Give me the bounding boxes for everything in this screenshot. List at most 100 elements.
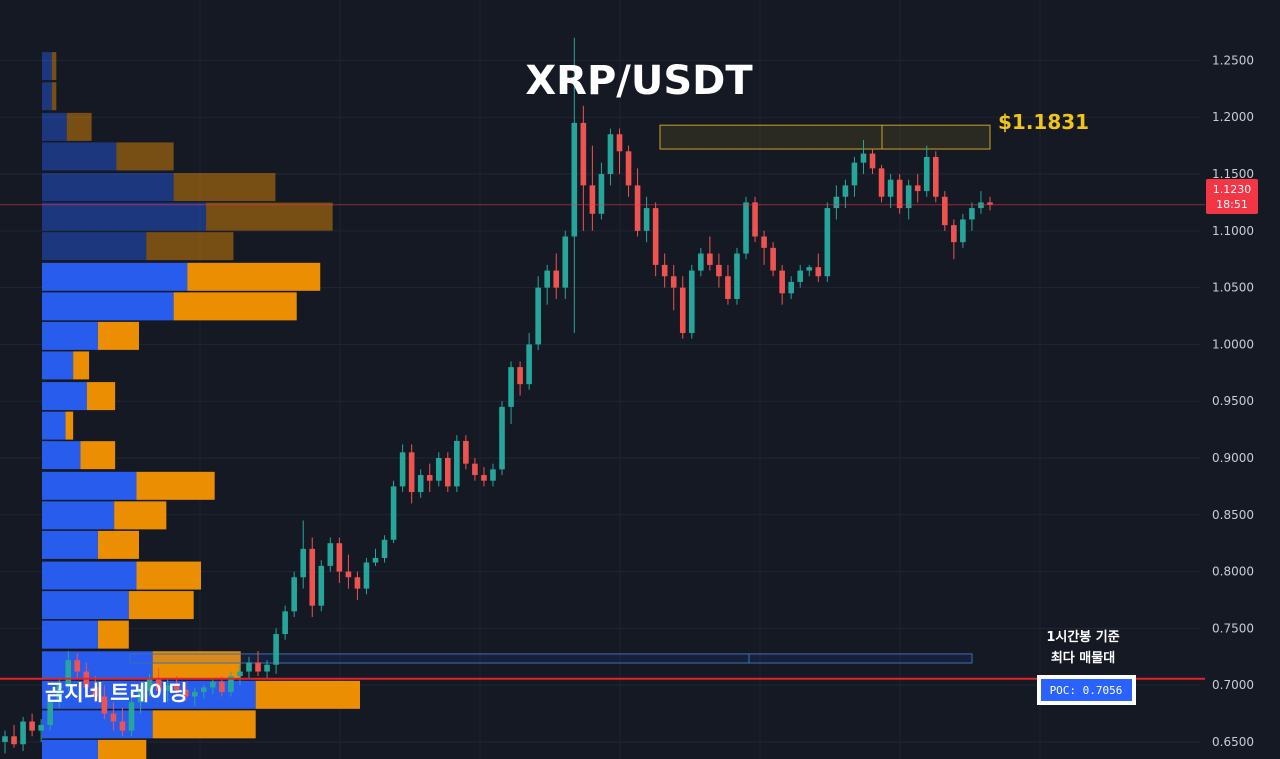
candle-body	[101, 696, 108, 714]
candle-body	[688, 270, 695, 334]
candle-body	[38, 724, 44, 731]
poc-label: POC: 0.7056	[1050, 684, 1123, 697]
candle-body	[155, 679, 162, 691]
candle-body	[408, 452, 415, 493]
candlesticks	[2, 37, 993, 754]
chart-title: XRP/USDT	[525, 58, 753, 104]
volume-bar-buy	[42, 620, 98, 649]
y-tick-label: 0.6500	[1212, 735, 1254, 749]
volume-bar-buy	[42, 321, 98, 350]
candle-body	[47, 702, 53, 725]
volume-bar-sell	[97, 739, 147, 759]
candle-body	[824, 208, 831, 277]
candle-body	[92, 687, 99, 697]
volume-bar-sell	[66, 112, 92, 141]
volume-bar-sell	[116, 142, 174, 171]
candle-body	[761, 236, 767, 248]
zones	[129, 124, 991, 664]
volume-bar-buy	[42, 441, 81, 470]
candle-body	[291, 577, 297, 612]
candle-body	[571, 122, 578, 237]
volume-bar-sell	[97, 620, 129, 649]
candle-body	[146, 679, 153, 691]
volume-bar-sell	[152, 651, 241, 680]
candle-body	[56, 685, 63, 703]
volume-profile	[42, 52, 360, 759]
candle-body	[219, 681, 225, 692]
candle-body	[191, 691, 198, 697]
candle-body	[535, 287, 541, 345]
candle-body	[598, 174, 605, 214]
candle-body	[978, 202, 984, 209]
candle-body	[616, 134, 623, 152]
candle-body	[74, 660, 81, 672]
volume-bar-buy	[42, 52, 52, 81]
volume-bar-sell	[206, 202, 333, 231]
candle-body	[426, 475, 433, 481]
candle-body	[454, 440, 460, 487]
candle-body	[942, 196, 948, 226]
volume-bar-buy	[42, 262, 188, 291]
volume-bar-buy	[42, 739, 98, 759]
volume-bar-buy	[42, 382, 87, 411]
candle-body	[490, 469, 496, 481]
candle-body	[11, 736, 17, 745]
volume-bar-sell	[152, 710, 256, 739]
candle-body	[806, 267, 813, 271]
volume-bar-sell	[187, 262, 321, 291]
candle-body	[851, 162, 858, 186]
candle-body	[743, 202, 749, 254]
volume-bar-buy	[42, 591, 129, 620]
candle-body	[128, 702, 135, 731]
volume-bar-sell	[136, 561, 201, 590]
candle-body	[237, 671, 243, 677]
y-tick-label: 0.8000	[1212, 565, 1254, 579]
candle-body	[318, 565, 325, 606]
volume-bar-sell	[146, 232, 234, 261]
candle-body	[716, 264, 722, 277]
candle-body	[842, 185, 849, 197]
resistance-label: $1.1831	[998, 110, 1089, 134]
candle-body	[381, 539, 388, 558]
y-tick-label: 1.2000	[1212, 110, 1254, 124]
candle-body	[788, 281, 794, 294]
candle-body	[923, 156, 930, 192]
volume-bar-buy	[42, 202, 207, 231]
candle-body	[29, 721, 35, 731]
y-tick-label: 1.1500	[1212, 167, 1254, 181]
candle-body	[300, 548, 307, 578]
candle-body	[372, 557, 379, 563]
candle-body	[625, 151, 632, 186]
poc-zone	[129, 653, 973, 664]
candle-body	[255, 662, 261, 672]
candle-body	[896, 179, 903, 209]
candle-body	[553, 270, 560, 288]
candle-body	[327, 543, 334, 566]
volume-bar-buy	[42, 561, 137, 590]
candle-body	[201, 687, 207, 692]
candle-body	[878, 168, 885, 197]
volume-bar-buy	[42, 501, 115, 530]
candle-body	[508, 367, 514, 407]
candle-body	[987, 202, 993, 205]
candle-body	[2, 736, 8, 742]
candle-body	[463, 440, 469, 464]
candle-body	[634, 185, 641, 231]
candle-body	[499, 406, 505, 470]
candle-body	[210, 681, 216, 688]
volume-bar-sell	[128, 591, 194, 620]
volume-bar-sell	[65, 411, 74, 440]
volume-bar-sell	[51, 52, 57, 81]
candle-body	[607, 134, 614, 175]
candle-body	[173, 685, 180, 690]
candle-body	[833, 196, 840, 209]
candle-body	[517, 367, 523, 385]
candle-body	[905, 185, 912, 209]
candle-body	[354, 577, 361, 589]
candle-body	[273, 634, 279, 665]
volume-bar-sell	[136, 471, 215, 500]
volume-bar-buy	[42, 82, 52, 111]
candle-body	[914, 185, 921, 192]
